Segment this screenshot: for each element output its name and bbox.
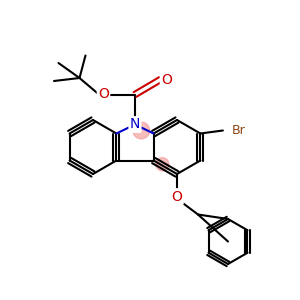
Text: Br: Br bbox=[232, 124, 246, 137]
Circle shape bbox=[156, 158, 169, 171]
Text: O: O bbox=[161, 73, 172, 86]
Text: N: N bbox=[130, 118, 140, 131]
Text: O: O bbox=[98, 88, 109, 101]
Text: O: O bbox=[172, 190, 182, 203]
Circle shape bbox=[133, 122, 150, 139]
